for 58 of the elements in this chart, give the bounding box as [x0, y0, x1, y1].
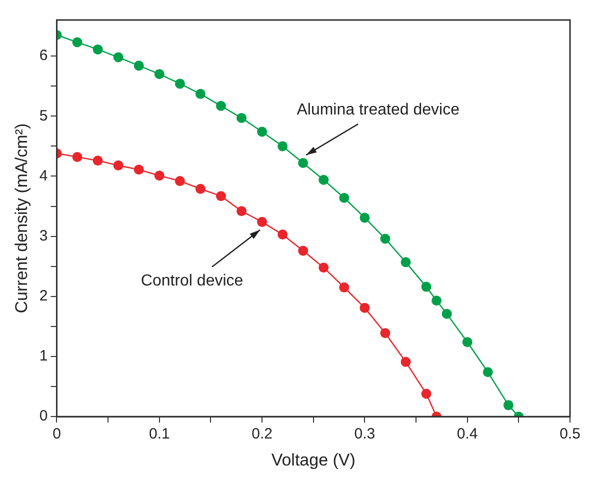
point — [92, 44, 103, 54]
x-tick-label: 0.1 — [148, 426, 170, 443]
point — [154, 170, 164, 181]
point — [421, 282, 432, 292]
point — [134, 164, 144, 175]
point — [154, 69, 164, 80]
y-tick-label: 2 — [39, 288, 48, 305]
x-tick-label: 0.2 — [252, 426, 272, 443]
y-axis-title: Current density (mA/cm²) — [12, 123, 31, 314]
point — [195, 184, 206, 194]
point — [92, 156, 103, 166]
point — [174, 176, 185, 186]
point — [339, 192, 350, 203]
point — [195, 88, 206, 99]
y-tick-label: 5 — [39, 107, 48, 124]
x-axis-title: Voltage (V) — [271, 450, 356, 470]
point — [400, 356, 411, 367]
point — [298, 246, 308, 256]
point — [421, 388, 432, 399]
y-tick-label: 0 — [39, 408, 48, 425]
x-tick-label: 0.4 — [456, 426, 478, 443]
y-tick-label: 1 — [39, 348, 48, 365]
y-tick-label: 6 — [39, 47, 48, 64]
point — [432, 296, 442, 306]
point — [278, 141, 288, 152]
point — [216, 100, 226, 111]
point — [113, 52, 124, 62]
point — [113, 160, 124, 170]
point — [72, 37, 82, 48]
point — [174, 78, 185, 89]
x-tick-label: 0.5 — [560, 426, 580, 443]
point — [442, 308, 452, 319]
point — [236, 112, 247, 123]
point — [400, 257, 411, 268]
point — [380, 234, 390, 244]
point — [318, 262, 329, 273]
point — [72, 152, 82, 162]
x-tick-label: 0 — [52, 426, 61, 443]
annotation: Alumina treated device — [296, 101, 460, 118]
point — [462, 337, 472, 348]
point — [318, 174, 329, 185]
point — [360, 302, 370, 313]
y-tick-label: 3 — [39, 227, 48, 244]
point — [216, 191, 226, 202]
y-tick-label: 4 — [39, 167, 48, 184]
point — [482, 367, 493, 378]
point — [278, 230, 288, 240]
point — [236, 206, 247, 216]
point — [360, 212, 370, 223]
point — [339, 282, 350, 292]
point — [134, 60, 144, 71]
point — [503, 400, 514, 410]
annotation: Control device — [140, 272, 244, 290]
x-tick-label: 0.3 — [354, 426, 376, 443]
point — [380, 328, 390, 338]
point — [257, 216, 268, 227]
point — [298, 158, 308, 168]
point — [257, 126, 268, 137]
